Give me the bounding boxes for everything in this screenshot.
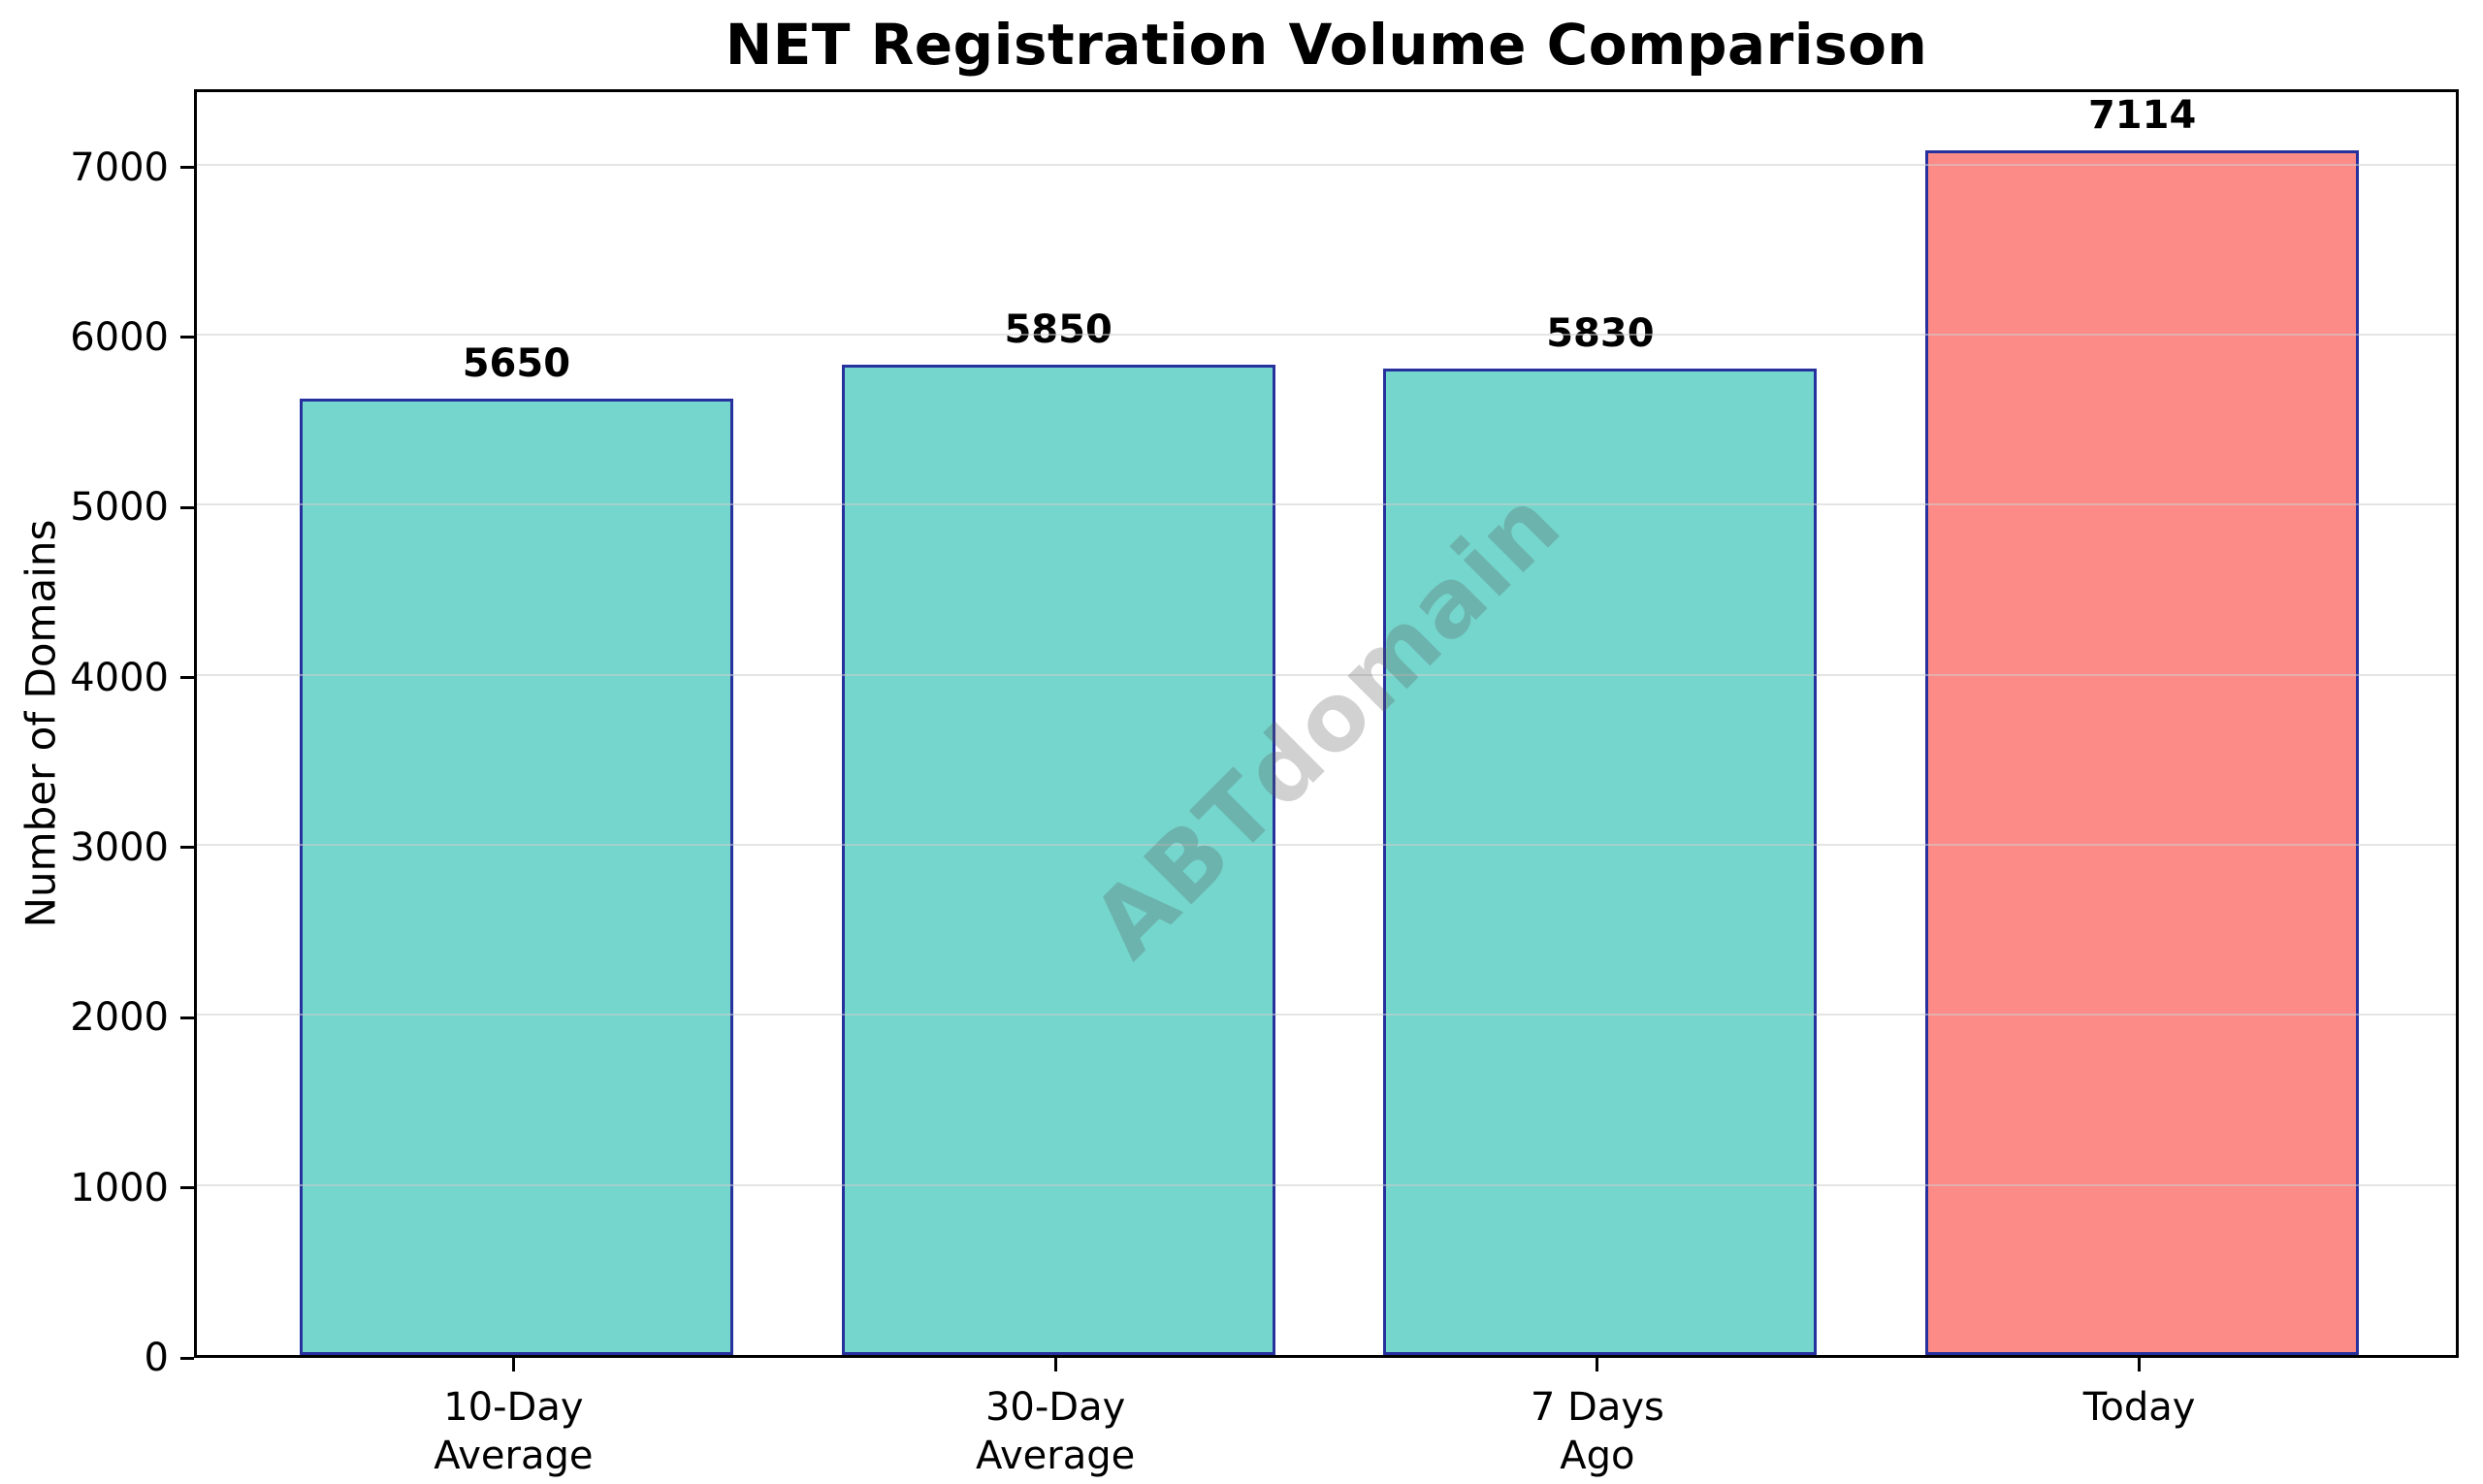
bar-30-day-average: [841, 365, 1275, 1355]
bar-slice-7-days-ago: 5830: [1330, 92, 1872, 1355]
gridline-3000: [197, 844, 2456, 846]
y-tick-mark-0: [180, 1356, 194, 1360]
y-tick-label-0: 0: [144, 1336, 169, 1380]
plot-area: ABTdomain 5650 5850 5830 7114: [194, 89, 2459, 1358]
gridline-2000: [197, 1014, 2456, 1016]
gridline-1000: [197, 1183, 2456, 1186]
bar-slice-10-day-average: 5650: [245, 92, 788, 1355]
x-tick-label-today: Today: [2082, 1385, 2196, 1430]
x-tick-label-10-day-average: 10-Day Average: [434, 1385, 594, 1478]
y-tick-label-5000: 5000: [70, 485, 169, 531]
gridline-4000: [197, 673, 2456, 676]
bar-today: [1925, 150, 2360, 1355]
x-tick-mark-30-day-average: [1053, 1358, 1057, 1371]
y-tick-label-1000: 1000: [70, 1165, 169, 1210]
y-tick-label-7000: 7000: [70, 145, 169, 190]
bar-value-label-10-day-average: 5650: [462, 340, 571, 386]
x-tick-mark-7-days-ago: [1596, 1358, 1599, 1371]
x-tick-mark-10-day-average: [511, 1358, 515, 1371]
chart-title: NET Registration Volume Comparison: [725, 12, 1928, 78]
y-tick-label-2000: 2000: [70, 995, 169, 1041]
bar-value-label-30-day-average: 5850: [1004, 307, 1113, 352]
y-tick-mark-7000: [180, 166, 194, 170]
y-tick-mark-4000: [180, 676, 194, 680]
gridline-7000: [197, 163, 2456, 166]
y-tick-mark-2000: [180, 1016, 194, 1019]
y-tick-label-4000: 4000: [70, 655, 169, 700]
bar-value-label-today: 7114: [2087, 93, 2197, 139]
y-tick-mark-3000: [180, 846, 194, 850]
x-tick-mark-today: [2138, 1358, 2142, 1371]
bar-10-day-average: [299, 398, 733, 1355]
y-tick-label-3000: 3000: [70, 824, 169, 870]
bar-7-days-ago: [1383, 368, 1818, 1355]
bar-slice-30-day-average: 5850: [788, 92, 1330, 1355]
gridline-6000: [197, 334, 2456, 336]
y-tick-mark-1000: [180, 1186, 194, 1190]
y-tick-mark-6000: [180, 336, 194, 339]
gridline-5000: [197, 503, 2456, 506]
bar-slice-today: 7114: [1871, 92, 2413, 1355]
y-tick-mark-5000: [180, 505, 194, 509]
x-tick-label-7-days-ago: 7 Days Ago: [1530, 1385, 1664, 1478]
bar-value-label-7-days-ago: 5830: [1546, 310, 1655, 356]
x-tick-label-30-day-average: 30-Day Average: [975, 1385, 1136, 1478]
y-tick-label-6000: 6000: [70, 314, 169, 360]
